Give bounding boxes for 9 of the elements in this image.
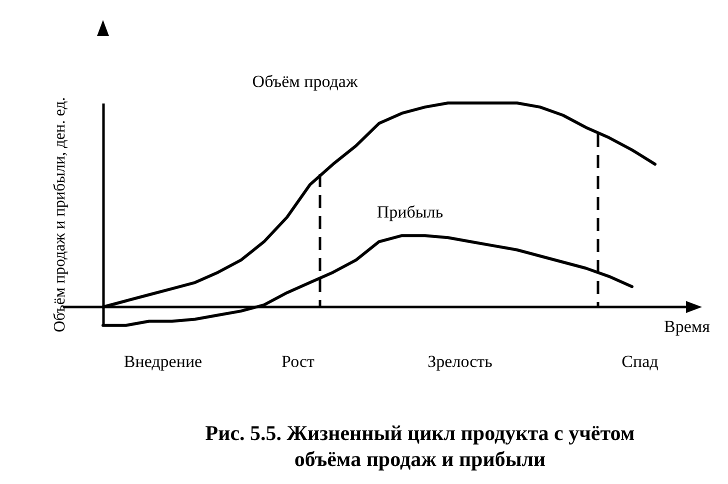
text: Внедрение <box>124 352 202 372</box>
series-label: Прибыль <box>376 202 444 222</box>
x-axis-title: Время <box>664 317 710 336</box>
text: Зрелость <box>428 352 492 372</box>
text: Рис. 5.5. Жизненный цикл продукта с учётом объёма продаж и прибыли <box>204 420 636 472</box>
text: Спад <box>622 352 658 372</box>
y-axis-title: Объём продаж и прибыли, ден. ед. <box>52 97 68 332</box>
text: Рост <box>282 352 314 372</box>
text: Объём продаж <box>252 72 358 91</box>
